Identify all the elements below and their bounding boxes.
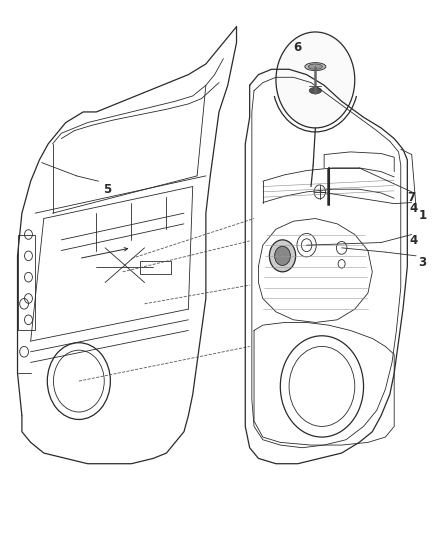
Text: 5: 5 — [103, 183, 111, 196]
Text: 1: 1 — [419, 209, 427, 222]
Circle shape — [275, 246, 290, 265]
Ellipse shape — [308, 64, 322, 69]
Text: 7: 7 — [408, 191, 416, 204]
Ellipse shape — [305, 63, 326, 70]
Circle shape — [276, 32, 355, 128]
Circle shape — [269, 240, 296, 272]
Text: 4: 4 — [410, 235, 418, 247]
Text: 4: 4 — [410, 203, 418, 215]
Bar — [140, 261, 171, 274]
Ellipse shape — [309, 87, 321, 94]
Text: 6: 6 — [294, 42, 302, 54]
Text: 3: 3 — [419, 256, 427, 269]
